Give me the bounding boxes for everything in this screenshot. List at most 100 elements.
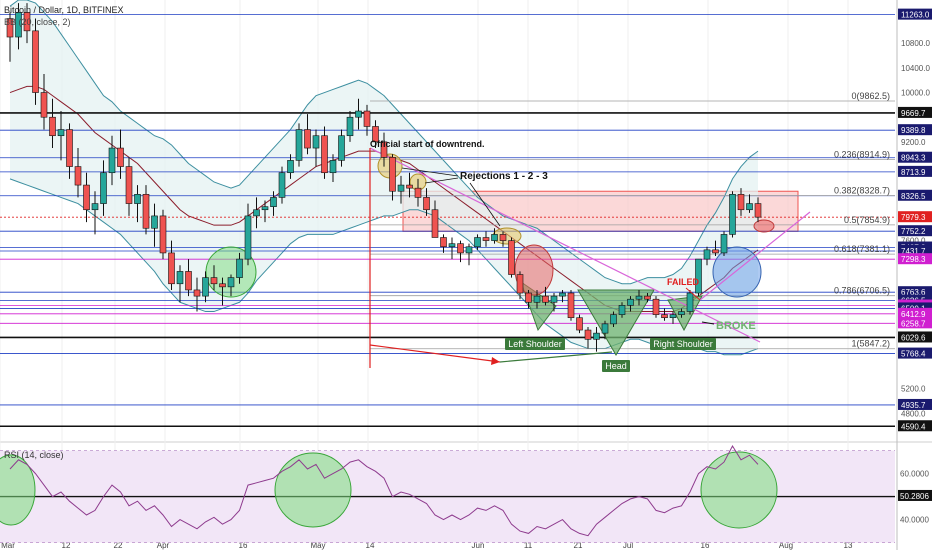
price-axis-tag bbox=[898, 317, 932, 329]
price-axis-label: 7752.2 bbox=[901, 227, 926, 236]
candle-body bbox=[202, 277, 209, 297]
candle-body bbox=[295, 129, 303, 161]
candle-body bbox=[669, 314, 677, 319]
broke-pointer bbox=[701, 321, 715, 325]
candle-body bbox=[635, 295, 643, 300]
candle-body bbox=[389, 157, 396, 192]
candle-body bbox=[508, 240, 515, 275]
candle-body bbox=[754, 203, 762, 218]
rejections-annotation: Rejections 1 - 2 - 3 bbox=[460, 171, 548, 182]
candle-body bbox=[406, 184, 413, 189]
candle-body bbox=[678, 311, 685, 315]
fib-level-label: 1(5847.2) bbox=[851, 339, 890, 349]
candle-body bbox=[712, 249, 719, 254]
candle-body bbox=[720, 234, 728, 254]
rsi-axis-tag bbox=[898, 489, 932, 501]
candle-body bbox=[661, 314, 668, 319]
candle-body bbox=[686, 292, 694, 312]
candle-body bbox=[482, 237, 490, 241]
bollinger-lower-band bbox=[9, 178, 759, 356]
price-axis-tag bbox=[898, 420, 932, 432]
x-axis-tick-label: 11 bbox=[524, 541, 533, 550]
price-axis-label: 10800.0 bbox=[901, 39, 930, 48]
left-shoulder-label-box bbox=[505, 338, 565, 350]
x-axis-tick-label: Jun bbox=[472, 541, 485, 550]
candle-body bbox=[448, 243, 456, 248]
candle-body bbox=[227, 277, 235, 288]
x-axis-tick-label: Jul bbox=[623, 541, 633, 550]
price-axis-tag bbox=[898, 189, 932, 201]
candle-body bbox=[397, 184, 405, 192]
candle-body bbox=[91, 203, 99, 211]
candle-body bbox=[601, 323, 609, 334]
candle-body bbox=[423, 197, 430, 211]
rsi-axis-label: 60.0000 bbox=[900, 470, 929, 479]
x-axis-tick-label: 21 bbox=[574, 541, 583, 550]
neckline-lower bbox=[499, 351, 613, 363]
bollinger-band-fill bbox=[10, 0, 758, 355]
candle-body bbox=[142, 194, 150, 229]
x-axis-tick-label: May bbox=[310, 541, 325, 550]
price-axis-label: 11263.0 bbox=[901, 11, 930, 20]
price-axis-label: 4590.4 bbox=[901, 422, 926, 431]
fib-level-label: 0.382(8328.7) bbox=[834, 186, 890, 196]
price-axis-label: 7431.7 bbox=[901, 247, 926, 256]
left-shoulder-label: Left Shoulder bbox=[508, 339, 562, 349]
rsi-circle-mid bbox=[274, 452, 352, 528]
candle-body bbox=[57, 129, 65, 137]
candle-body bbox=[287, 160, 294, 174]
candle-body bbox=[253, 209, 260, 217]
price-axis-label: 4800.0 bbox=[901, 409, 926, 418]
candle-body bbox=[338, 135, 345, 161]
price-axis-label: 7979.3 bbox=[901, 213, 926, 222]
price-axis-label: 9669.7 bbox=[901, 109, 926, 118]
candle-body bbox=[176, 271, 184, 285]
price-axis-label: 5768.4 bbox=[901, 350, 926, 359]
price-axis-label: 4935.7 bbox=[901, 401, 926, 410]
candle-body bbox=[431, 209, 439, 238]
x-axis-tick-label: 14 bbox=[366, 541, 375, 550]
candle-body bbox=[533, 295, 541, 303]
candle-body bbox=[610, 314, 617, 325]
price-axis-tag bbox=[898, 253, 932, 265]
candle-body bbox=[593, 332, 600, 340]
x-axis-tick-label: Aug bbox=[779, 541, 793, 550]
candle-body bbox=[125, 166, 133, 204]
candle-body bbox=[151, 215, 158, 229]
bollinger-upper-band bbox=[9, 0, 759, 285]
candle-body bbox=[100, 172, 107, 204]
rsi-axis-label: 40.0000 bbox=[900, 516, 929, 525]
candle-body bbox=[380, 141, 388, 158]
price-axis-tag bbox=[898, 225, 932, 237]
candle-body bbox=[193, 289, 201, 297]
candle-body bbox=[40, 92, 48, 118]
candle-body bbox=[576, 317, 583, 331]
rsi-circle-right bbox=[700, 451, 778, 529]
candle-body bbox=[210, 277, 218, 285]
candle-body bbox=[66, 129, 73, 167]
candle-body bbox=[550, 295, 558, 303]
right-shoulder-label-box bbox=[650, 338, 716, 350]
x-axis-tick-label: 13 bbox=[844, 541, 853, 550]
candle-body bbox=[159, 215, 167, 254]
price-axis-label: 8326.5 bbox=[901, 192, 926, 201]
candle-body bbox=[729, 194, 736, 235]
candle-body bbox=[261, 206, 269, 211]
candle-body bbox=[278, 172, 286, 198]
price-axis-tag bbox=[898, 165, 932, 177]
candle-body bbox=[695, 258, 702, 294]
candle-body bbox=[355, 110, 362, 118]
fib-level-label: 0.786(6706.5) bbox=[834, 286, 890, 296]
fib-level-label: 0.236(8914.9) bbox=[834, 149, 890, 159]
price-axis-tag bbox=[898, 307, 932, 319]
price-axis-label: 7600.0 bbox=[901, 237, 926, 246]
descending-trend-line bbox=[369, 147, 761, 343]
rsi-line bbox=[9, 444, 759, 537]
candle-body bbox=[737, 194, 745, 211]
candle-body bbox=[440, 237, 447, 248]
candle-body bbox=[644, 295, 651, 300]
candle-body bbox=[219, 283, 226, 288]
fib-level-label: 0(9862.5) bbox=[851, 91, 890, 101]
candle-body bbox=[363, 110, 371, 127]
ascending-trend-line bbox=[699, 211, 811, 301]
